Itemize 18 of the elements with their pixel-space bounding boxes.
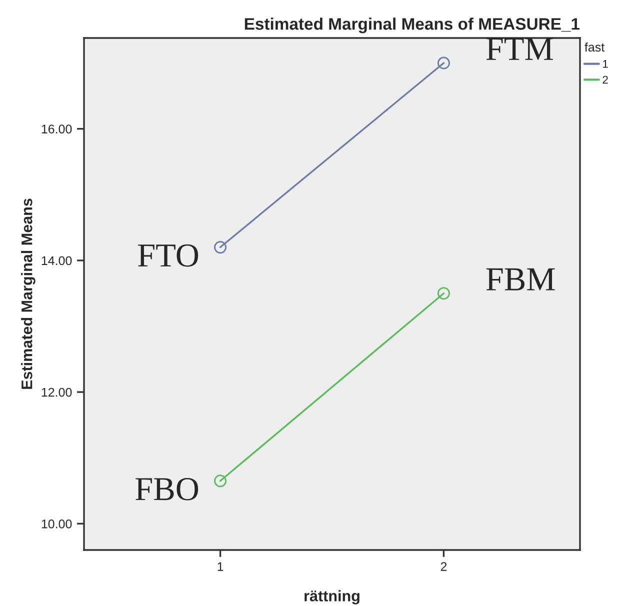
y-tick-label: 10.00 bbox=[42, 519, 72, 528]
annotation: FTM bbox=[486, 38, 553, 60]
x-axis-title: rättning bbox=[304, 590, 360, 604]
y-tick-label: 12.00 bbox=[42, 388, 72, 397]
point bbox=[214, 474, 227, 488]
annotation: FBM bbox=[486, 268, 555, 290]
legend-title: fast bbox=[584, 42, 604, 52]
point bbox=[437, 287, 450, 300]
chart-title: Estimated Marginal Means of MEASURE_1 bbox=[244, 18, 580, 34]
y-tick-label: 16.00 bbox=[42, 124, 72, 134]
legend-label: 2 bbox=[602, 76, 608, 84]
annotation: FTO bbox=[138, 244, 198, 267]
y-tick-label: 14.00 bbox=[42, 256, 72, 266]
legend-label: 1 bbox=[603, 60, 608, 68]
point bbox=[437, 56, 450, 70]
point bbox=[214, 241, 227, 254]
annotation: FBO bbox=[136, 478, 198, 500]
y-axis-title: Estimated Marginal Means bbox=[21, 198, 36, 389]
